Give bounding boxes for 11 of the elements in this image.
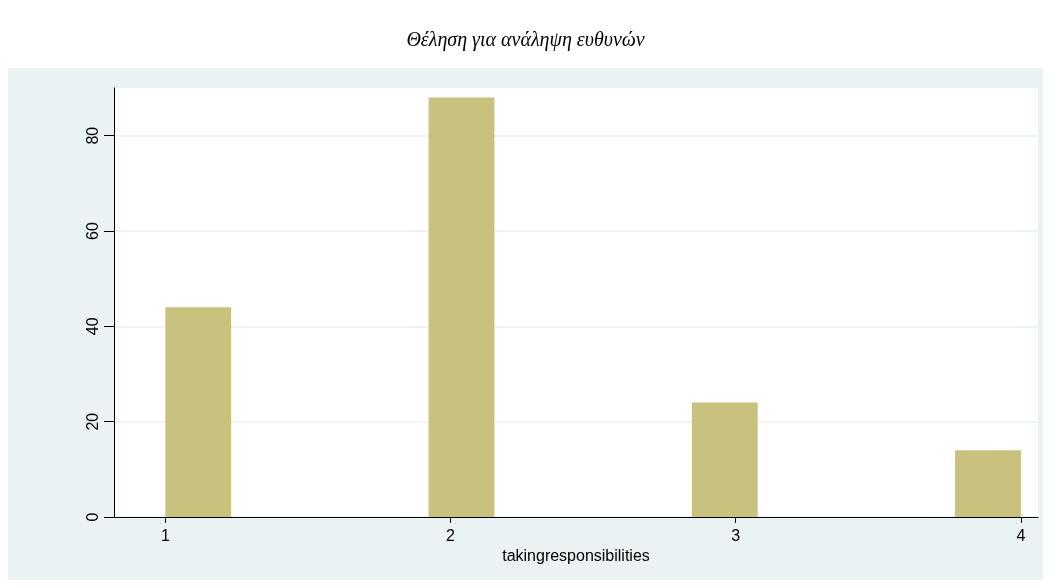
chart-title: Θέληση για ανάληψη ευθυνών: [406, 28, 645, 51]
x-axis-title: takingresponsibilities: [502, 547, 650, 565]
y-tick-label: 40: [83, 317, 101, 336]
x-tick-label: 2: [446, 526, 456, 544]
x-tick-label: 3: [731, 526, 741, 544]
x-tick-label: 4: [1016, 526, 1026, 544]
x-tick-label: 1: [160, 526, 170, 544]
y-tick-label: 60: [83, 222, 101, 240]
y-tick-label: 0: [83, 512, 101, 522]
y-tick-label: 80: [83, 126, 101, 145]
y-tick-label: 20: [83, 412, 101, 431]
